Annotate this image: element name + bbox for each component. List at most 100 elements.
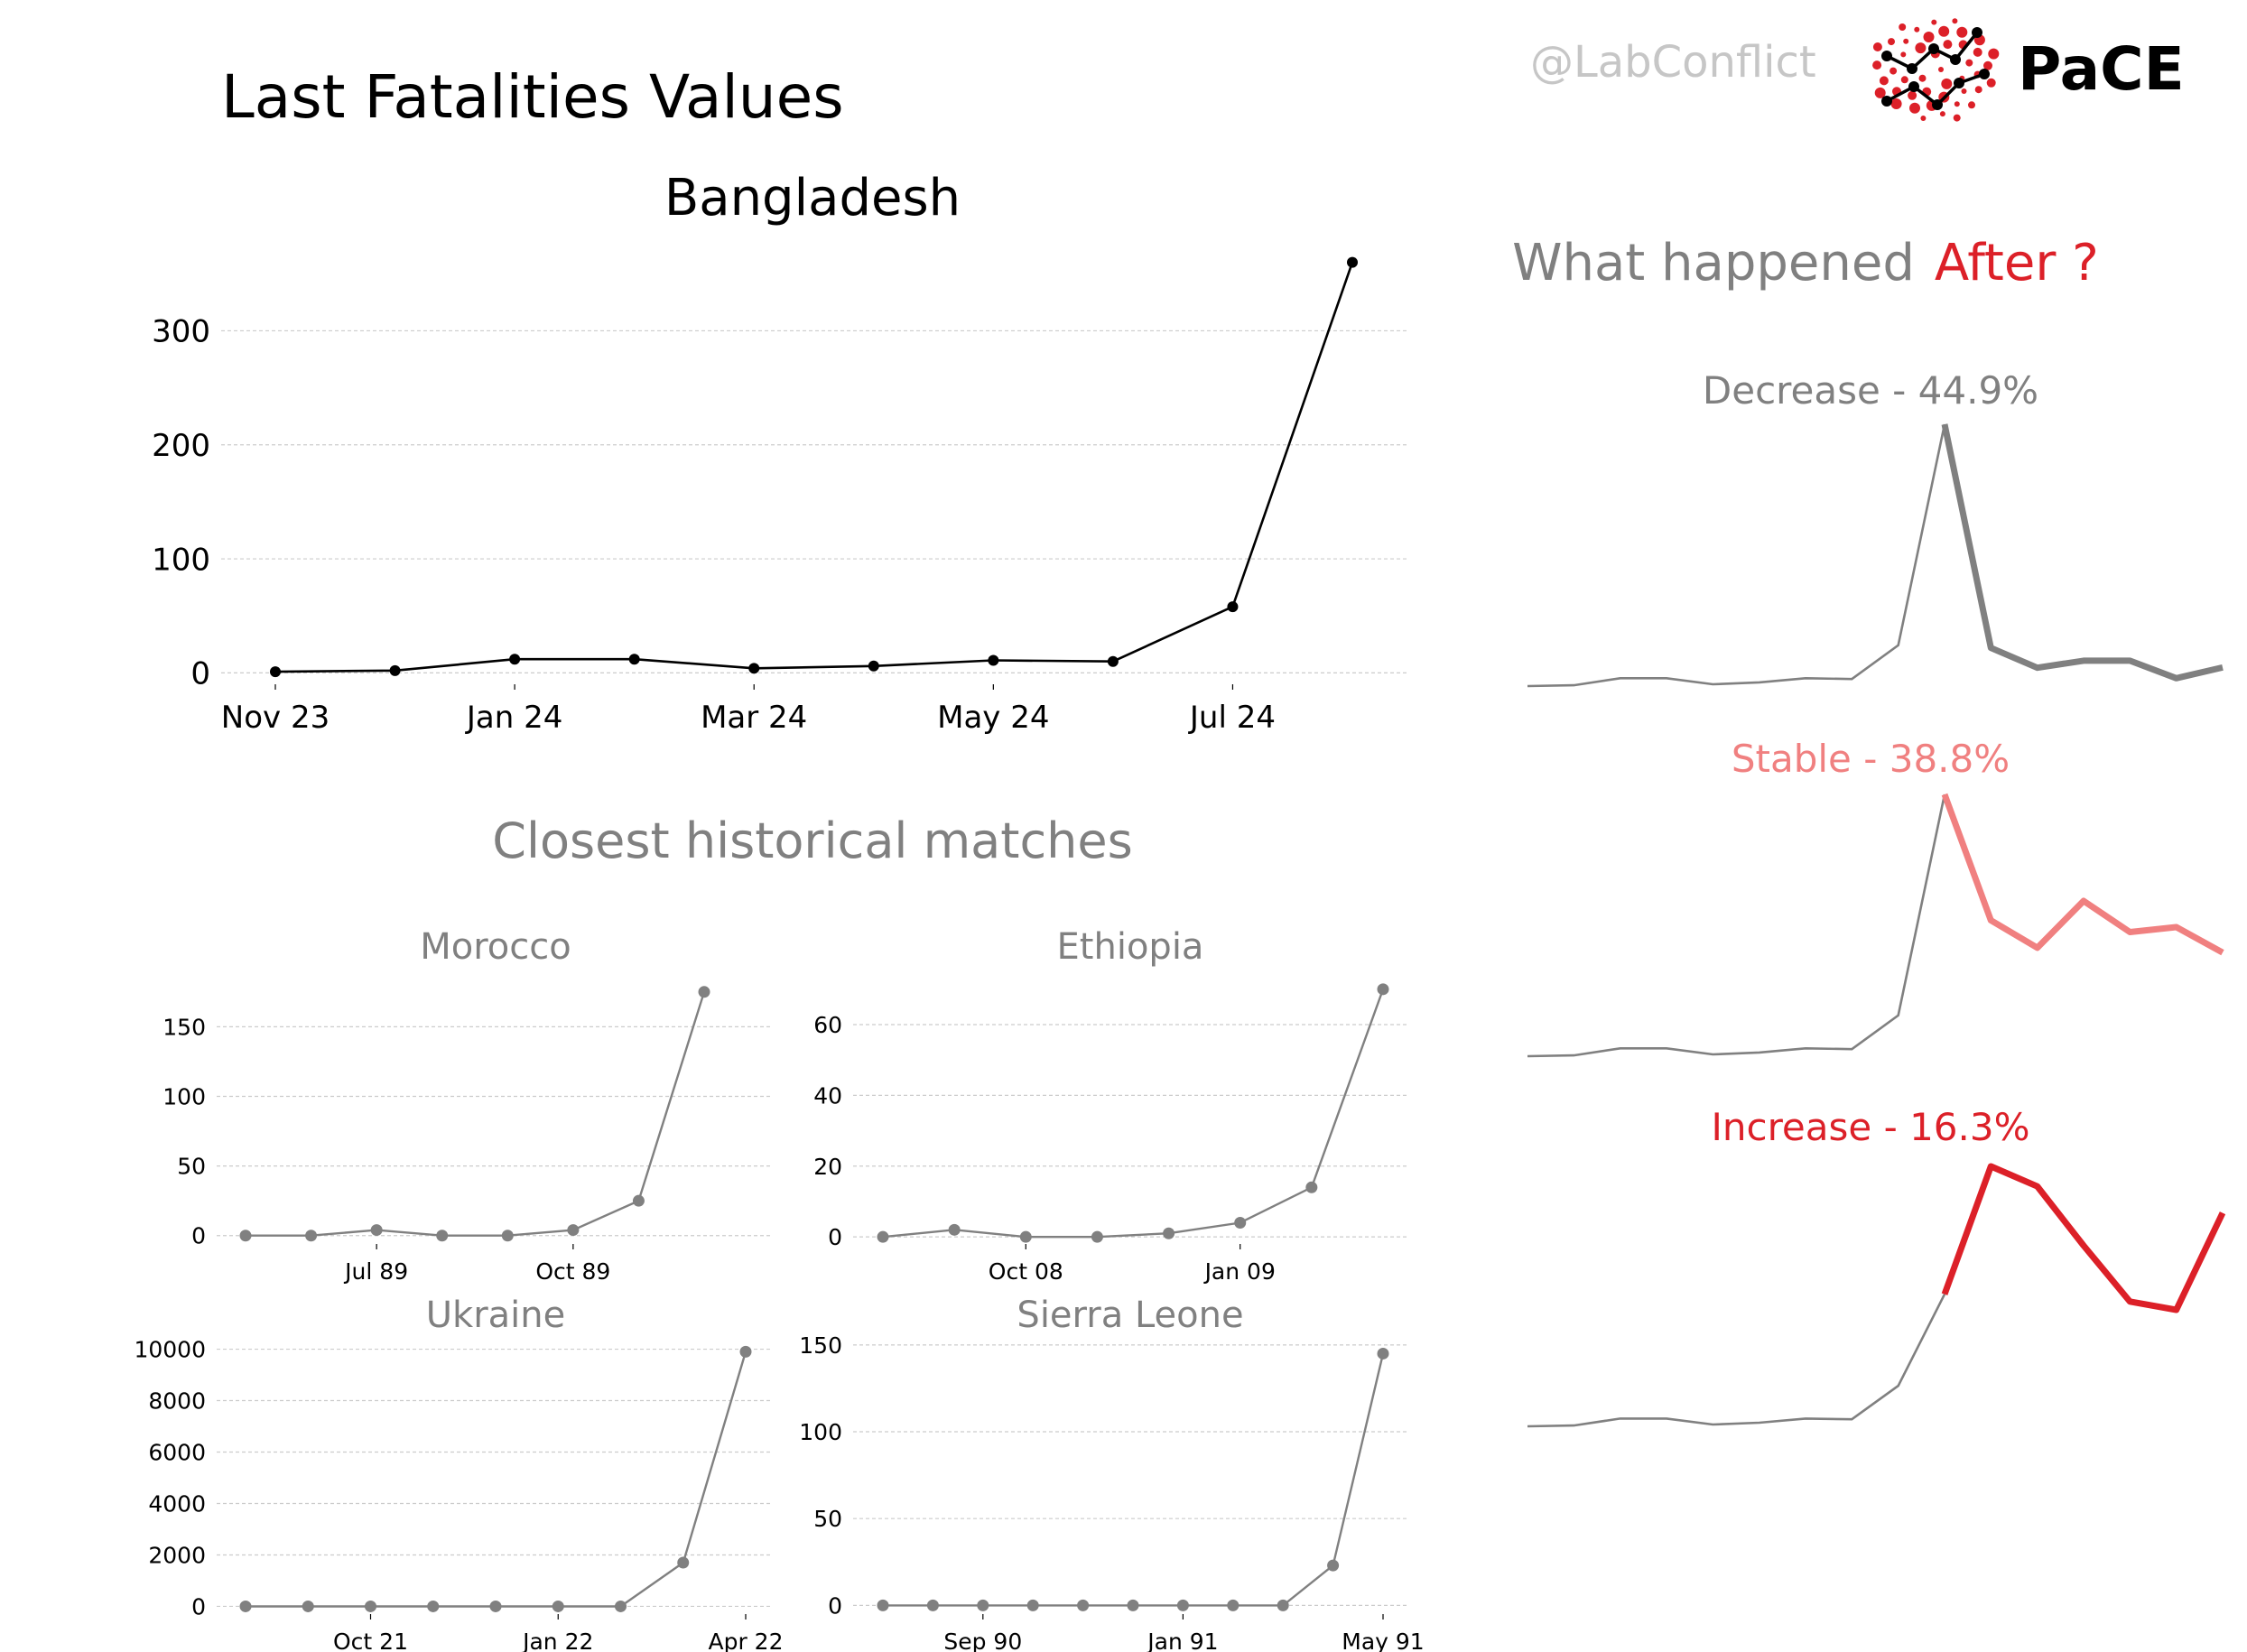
y-tick-label: 4000 (148, 1490, 206, 1517)
logo-dot (1872, 42, 1882, 51)
series-line (883, 1353, 1385, 1607)
logo-dot (1900, 51, 1907, 58)
logo-dot (1890, 67, 1898, 75)
logo-line-dot (1932, 99, 1943, 110)
y-tick-label: 20 (813, 1154, 842, 1180)
logo-dot (1941, 78, 1953, 89)
history-section-title: Closest historical matches (492, 812, 1132, 869)
x-tick-label: May 24 (937, 700, 1049, 736)
outcome-label: Stable - 38.8% (1732, 737, 2010, 781)
logo-dot (1923, 32, 1935, 42)
data-point (1107, 655, 1119, 667)
data-point (868, 660, 879, 672)
outcome-increase: Increase - 16.3% (1527, 1105, 2226, 1428)
data-point (977, 1599, 989, 1611)
data-point (926, 1599, 939, 1611)
data-point (632, 1194, 645, 1207)
y-tick-label: 100 (152, 542, 210, 578)
x-tick-label: Apr 22 (708, 1629, 783, 1652)
logo-dot (1900, 76, 1908, 84)
data-point (1026, 1599, 1039, 1611)
data-point (302, 1600, 314, 1612)
data-point (1176, 1599, 1189, 1611)
outcome-label: Decrease - 44.9% (1703, 368, 2038, 413)
data-point (501, 1230, 514, 1242)
logo-dot (1888, 38, 1895, 46)
y-tick-label: 2000 (148, 1542, 206, 1568)
forecast-line (1941, 793, 2224, 956)
main-chart: Bangladesh 0 100 200 300 Nov 23 Jan 24 Mar 24 M… (152, 169, 1408, 736)
logo-dot (1961, 88, 1967, 94)
history-chart-ethiopia: Ethiopia 0 20 40 60 Oct 08 Jan 09 (813, 926, 1408, 1285)
history-chart-morocco: Morocco 0 50 100 150 Jul 89 Oct 89 (162, 926, 772, 1285)
data-point (1347, 256, 1358, 268)
logo-dot (1968, 101, 1975, 109)
y-tick-label: 0 (191, 1593, 206, 1620)
logo-line-dot (1907, 63, 1917, 74)
y-tick-label: 150 (162, 1014, 206, 1040)
data-point (988, 654, 999, 666)
logo-dot (1920, 116, 1927, 121)
y-tick-label: 10000 (134, 1337, 206, 1363)
history-chart-title: Morocco (420, 926, 571, 968)
logo-dot (1872, 60, 1882, 70)
data-point (877, 1599, 889, 1611)
y-tick-label: 100 (799, 1419, 842, 1445)
series-line (246, 991, 706, 1237)
data-point (1377, 983, 1389, 996)
x-tick-label: Oct 21 (333, 1629, 408, 1652)
y-tick-label: 8000 (148, 1388, 206, 1415)
history-chart-title: Ukraine (426, 1295, 565, 1336)
y-tick-label: 150 (799, 1332, 842, 1359)
data-point (1163, 1227, 1175, 1239)
data-point (1277, 1599, 1289, 1611)
y-tick-label: 200 (152, 428, 210, 464)
logo-line-dot (1972, 27, 1982, 38)
data-point (1227, 1599, 1240, 1611)
y-tick-label: 300 (152, 314, 210, 350)
logo-dot (1965, 59, 1973, 67)
logo-dot (1952, 18, 1958, 24)
series-line (882, 988, 1385, 1239)
data-point (436, 1230, 449, 1242)
x-tick-label: Nov 23 (221, 700, 330, 736)
data-point (628, 654, 640, 665)
logo-dot (1988, 48, 2000, 60)
history-chart-title: Ethiopia (1057, 926, 1204, 968)
logo-line-dot (1979, 69, 1990, 79)
x-tick-label: Jan 09 (1203, 1258, 1276, 1285)
logo-dot (1879, 76, 1889, 86)
logo-dot (1953, 114, 1961, 122)
outcomes-title: What happened After ? (1512, 234, 2099, 292)
data-point (239, 1230, 252, 1242)
y-tick-label: 100 (162, 1083, 206, 1109)
y-tick-label: 0 (828, 1224, 842, 1250)
x-tick-label: Oct 89 (535, 1258, 610, 1285)
outcomes-title-suffix: After ? (1935, 234, 2099, 292)
x-tick-label: Jul 24 (1188, 700, 1276, 736)
data-point (1305, 1181, 1318, 1193)
history-chart-ukraine: Ukraine 0 2000 4000 6000 8000 10000 Oct 21 Jan … (134, 1295, 783, 1652)
x-tick-label: May 91 (1342, 1629, 1424, 1652)
logo-dot (1986, 78, 1996, 88)
data-point (509, 654, 521, 665)
logo-line-dot (1950, 54, 1961, 65)
history-line (1527, 423, 1946, 688)
y-tick-label: 40 (813, 1082, 842, 1109)
data-point (1077, 1599, 1090, 1611)
data-point (1019, 1230, 1032, 1243)
data-point (370, 1224, 383, 1237)
logo-dot (1939, 111, 1945, 117)
logo-line-dot (1908, 81, 1919, 92)
forecast-line (1941, 423, 2224, 682)
page-title: Last Fatalities Values (221, 62, 844, 132)
pace-logo: PaCE (1872, 18, 2185, 122)
y-tick-label: 0 (191, 1223, 206, 1249)
data-point (948, 1223, 961, 1236)
x-tick-label: Jan 24 (465, 700, 562, 736)
logo-dot (1914, 26, 1920, 32)
logo-dot (1974, 86, 1982, 94)
data-point (365, 1600, 376, 1612)
logo-dot (1909, 102, 1920, 114)
